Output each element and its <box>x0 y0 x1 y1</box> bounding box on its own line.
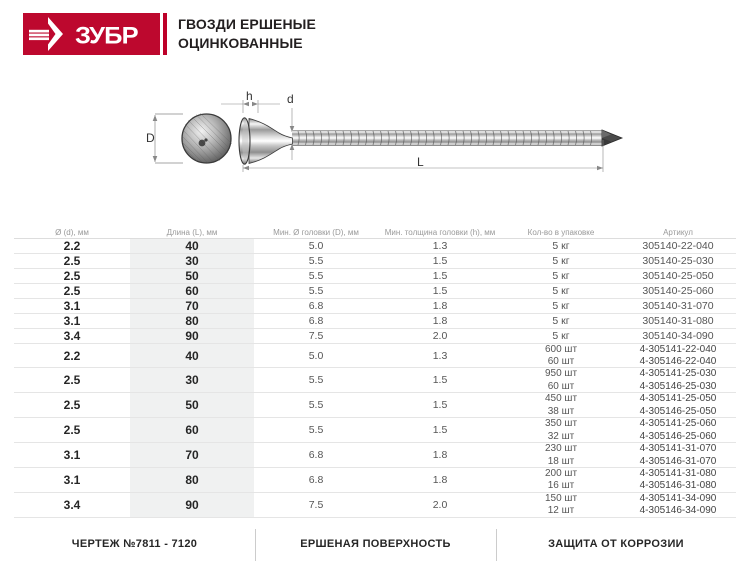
svg-text:D: D <box>146 131 155 145</box>
svg-text:L: L <box>417 155 424 169</box>
svg-text:d: d <box>287 92 294 106</box>
svg-text:h: h <box>246 89 253 103</box>
